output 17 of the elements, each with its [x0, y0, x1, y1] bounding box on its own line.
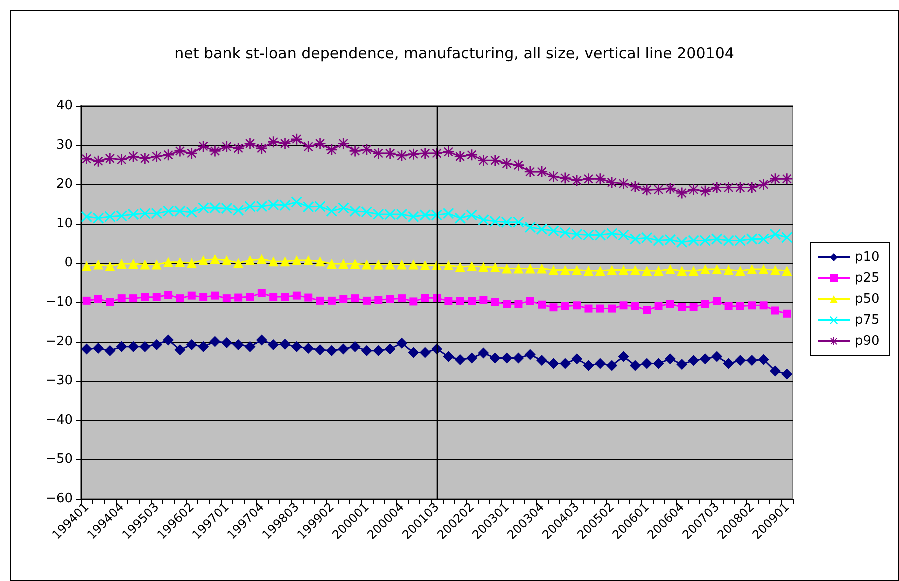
y-tick-label: −50 [46, 452, 73, 468]
y-tick-label: 20 [56, 177, 73, 192]
y-tick-label: −60 [46, 492, 73, 506]
y-tick-label: 40 [56, 98, 73, 114]
legend-label: p25 [855, 271, 880, 286]
y-tick-label: 30 [56, 138, 73, 153]
legend-label: p75 [855, 313, 880, 328]
y-tick-label: −40 [46, 412, 73, 428]
legend-label: p90 [855, 334, 880, 349]
y-tick-label: 0 [64, 256, 73, 271]
y-tick-label: −20 [46, 334, 73, 350]
y-tick-label: 10 [56, 216, 73, 232]
chart-title: net bank st-loan dependence, manufacturing, all size, vertical line 200104 [174, 44, 734, 62]
y-tick-label: −30 [46, 374, 73, 389]
legend-label: p50 [855, 292, 880, 307]
y-tick-label: −10 [46, 295, 73, 310]
legend-label: p10 [855, 250, 880, 265]
